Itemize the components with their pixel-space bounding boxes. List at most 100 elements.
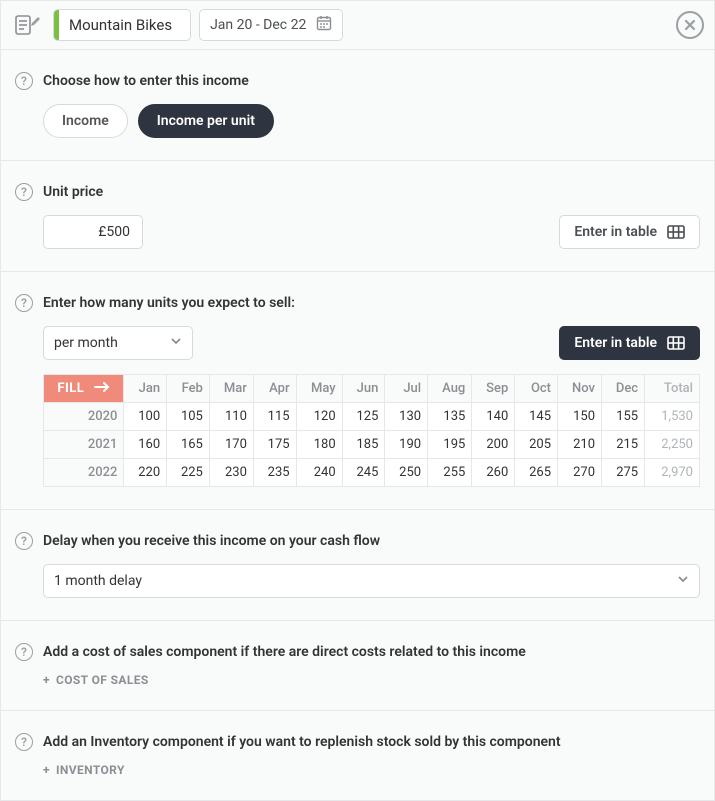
section-units: ? Enter how many units you expect to sel… (1, 272, 714, 510)
seg-income[interactable]: Income (43, 104, 128, 138)
year-header: 2020 (44, 403, 124, 431)
seg-income-per-unit[interactable]: Income per unit (138, 104, 274, 138)
cell[interactable]: 165 (167, 431, 210, 459)
cell[interactable]: 230 (209, 459, 253, 487)
frequency-value: per month (54, 335, 118, 351)
cell[interactable]: 110 (209, 403, 253, 431)
month-header: Jan (124, 375, 167, 403)
month-header: Jul (385, 375, 428, 403)
table-row: 2021160165170175180185190195200205210215… (44, 431, 700, 459)
date-range-text: Jan 20 - Dec 22 (210, 17, 306, 33)
arrow-right-icon (94, 381, 110, 396)
cell[interactable]: 245 (342, 459, 385, 487)
delay-select[interactable]: 1 month delay (43, 564, 700, 598)
month-header: Dec (602, 375, 645, 403)
topbar: Mountain Bikes Jan 20 - Dec 22 (1, 1, 714, 50)
enter-in-table-label: Enter in table (574, 335, 657, 351)
cell[interactable]: 185 (342, 431, 385, 459)
units-label-row: ? Enter how many units you expect to sel… (15, 294, 700, 312)
cell[interactable]: 180 (296, 431, 342, 459)
cell[interactable]: 100 (124, 403, 167, 431)
cell[interactable]: 215 (602, 431, 645, 459)
cell[interactable]: 220 (124, 459, 167, 487)
month-header: Oct (515, 375, 558, 403)
year-header: 2021 (44, 431, 124, 459)
cell[interactable]: 210 (558, 431, 602, 459)
cell[interactable]: 175 (253, 431, 296, 459)
income-mode-label-row: ? Choose how to enter this income (15, 72, 700, 90)
help-icon[interactable]: ? (15, 643, 33, 661)
section-income-mode: ? Choose how to enter this income Income… (1, 50, 714, 161)
row-total: 1,530 (645, 403, 700, 431)
cell[interactable]: 225 (167, 459, 210, 487)
help-icon[interactable]: ? (15, 532, 33, 550)
fill-label: FILL (57, 381, 84, 396)
cell[interactable]: 125 (342, 403, 385, 431)
cell[interactable]: 115 (253, 403, 296, 431)
month-header: May (296, 375, 342, 403)
table-row: 2022220225230235240245250255260265270275… (44, 459, 700, 487)
unit-price-value: £500 (98, 224, 130, 240)
cell[interactable]: 260 (472, 459, 515, 487)
chevron-down-icon (677, 573, 689, 589)
close-button[interactable] (676, 11, 704, 39)
cell[interactable]: 140 (472, 403, 515, 431)
cell[interactable]: 250 (385, 459, 428, 487)
income-mode-label: Choose how to enter this income (43, 73, 249, 89)
cell[interactable]: 195 (428, 431, 472, 459)
table-grid-icon (667, 336, 685, 350)
cell[interactable]: 150 (558, 403, 602, 431)
delay-label-row: ? Delay when you receive this income on … (15, 532, 700, 550)
fill-button[interactable]: FILL (44, 375, 124, 403)
inventory-link-label: INVENTORY (56, 763, 125, 777)
help-icon[interactable]: ? (15, 294, 33, 312)
enter-in-table-button-dark[interactable]: Enter in table (559, 326, 700, 360)
month-header: Jun (342, 375, 385, 403)
help-icon[interactable]: ? (15, 183, 33, 201)
item-title-pill[interactable]: Mountain Bikes (53, 9, 191, 41)
edit-document-icon[interactable] (11, 9, 45, 41)
cell[interactable]: 275 (602, 459, 645, 487)
unit-price-input[interactable]: £500 (43, 215, 143, 249)
income-mode-segmented: Income Income per unit (43, 104, 700, 138)
cell[interactable]: 265 (515, 459, 558, 487)
help-icon[interactable]: ? (15, 72, 33, 90)
cell[interactable]: 255 (428, 459, 472, 487)
cell[interactable]: 200 (472, 431, 515, 459)
units-table: FILL JanFebMarAprMayJunJulAugSepOctNovDe… (43, 374, 700, 487)
help-icon[interactable]: ? (15, 733, 33, 751)
cell[interactable]: 160 (124, 431, 167, 459)
units-table-head: FILL JanFebMarAprMayJunJulAugSepOctNovDe… (44, 375, 700, 403)
total-header: Total (645, 375, 700, 403)
delay-value: 1 month delay (54, 573, 142, 589)
plus-icon: + (43, 673, 50, 687)
inventory-label-row: ? Add an Inventory component if you want… (15, 733, 700, 751)
add-inventory-button[interactable]: + INVENTORY (43, 763, 125, 777)
cell[interactable]: 145 (515, 403, 558, 431)
month-header: Feb (167, 375, 210, 403)
section-delay: ? Delay when you receive this income on … (1, 510, 714, 621)
cell[interactable]: 170 (209, 431, 253, 459)
month-header: Mar (209, 375, 253, 403)
cell[interactable]: 240 (296, 459, 342, 487)
inventory-label: Add an Inventory component if you want t… (43, 734, 561, 750)
add-cost-of-sales-button[interactable]: + COST OF SALES (43, 673, 149, 687)
cell[interactable]: 130 (385, 403, 428, 431)
section-inventory: ? Add an Inventory component if you want… (1, 711, 714, 800)
cell[interactable]: 105 (167, 403, 210, 431)
cos-label: Add a cost of sales component if there a… (43, 644, 526, 660)
month-header: Aug (428, 375, 472, 403)
cell[interactable]: 135 (428, 403, 472, 431)
cell[interactable]: 270 (558, 459, 602, 487)
cos-link-label: COST OF SALES (56, 673, 149, 687)
enter-in-table-label: Enter in table (574, 224, 657, 240)
frequency-select[interactable]: per month (43, 326, 193, 360)
cell[interactable]: 190 (385, 431, 428, 459)
cell[interactable]: 120 (296, 403, 342, 431)
enter-in-table-button[interactable]: Enter in table (559, 215, 700, 249)
date-range-picker[interactable]: Jan 20 - Dec 22 (199, 9, 343, 41)
cell[interactable]: 155 (602, 403, 645, 431)
cell[interactable]: 235 (253, 459, 296, 487)
row-total: 2,250 (645, 431, 700, 459)
cell[interactable]: 205 (515, 431, 558, 459)
